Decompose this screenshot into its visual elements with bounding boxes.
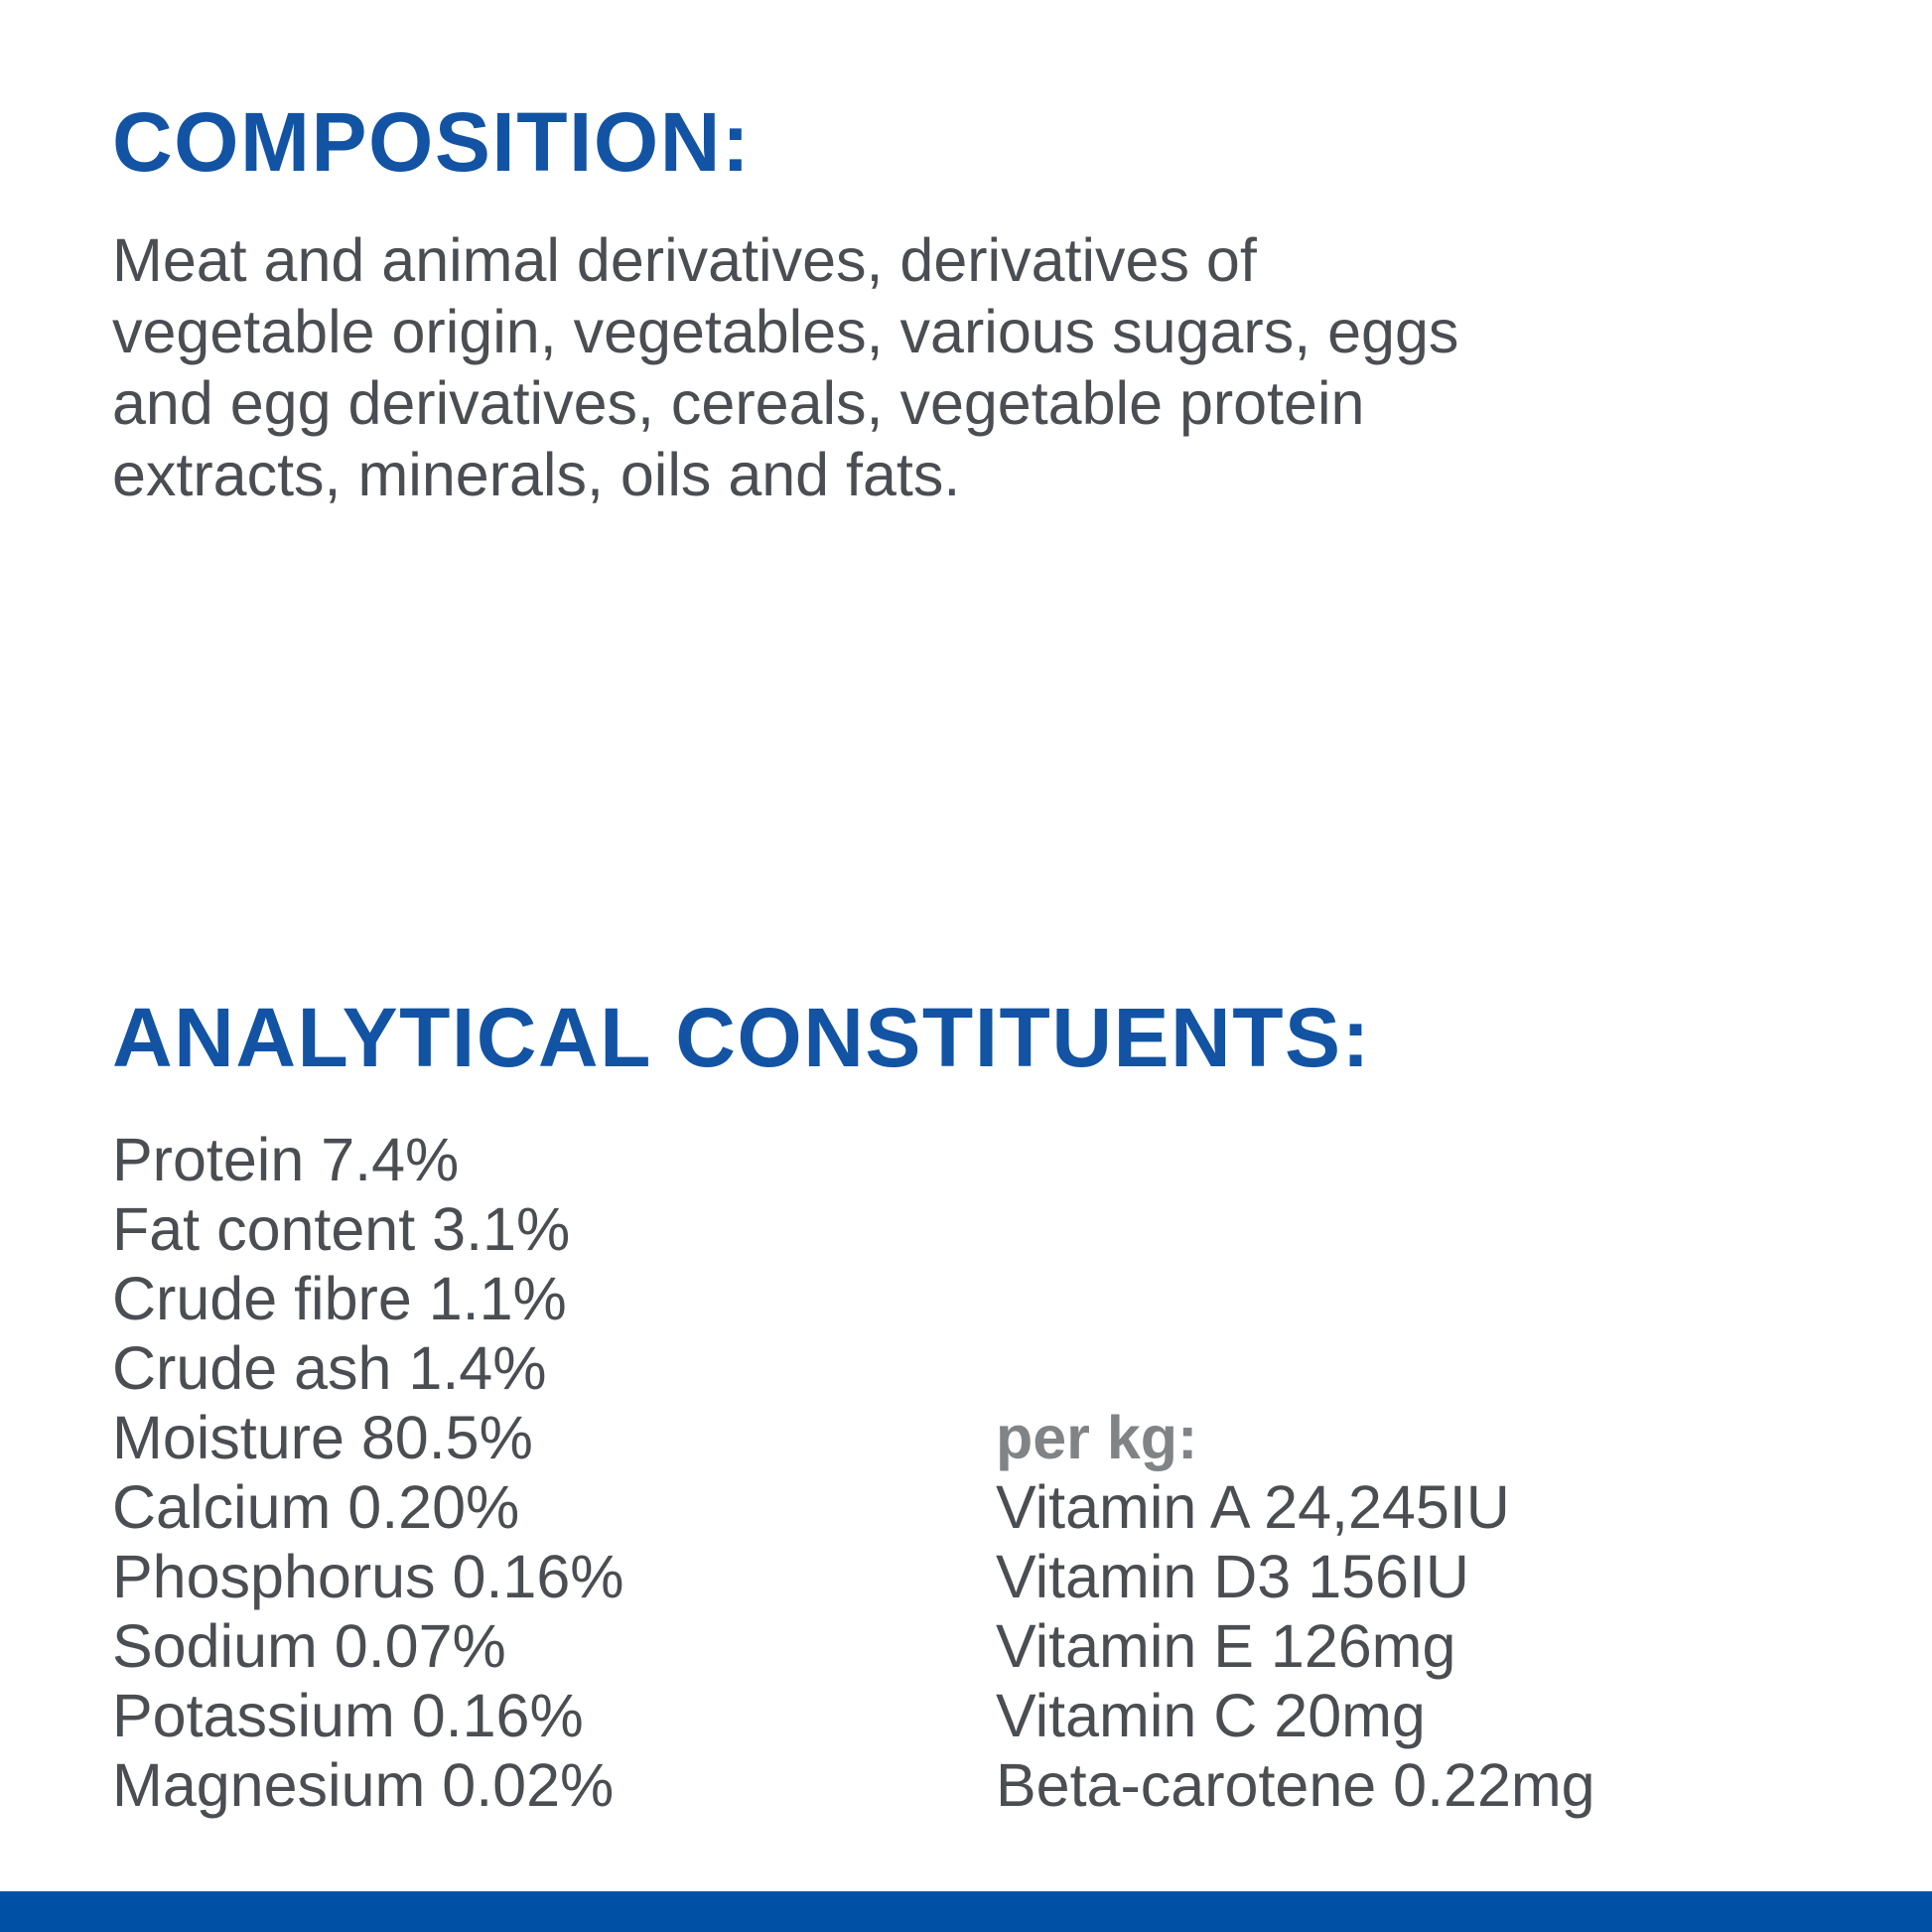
constituent-item: Calcium 0.20% <box>112 1472 623 1542</box>
per-kg-list: per kg: Vitamin A 24,245IU Vitamin D3 15… <box>996 1403 1595 1820</box>
constituent-name: Moisture <box>112 1404 345 1471</box>
constituents-list: Protein 7.4% Fat content 3.1% Crude fibr… <box>112 1125 623 1820</box>
vitamin-item: Vitamin D3 156IU <box>996 1542 1595 1611</box>
constituent-name: Magnesium <box>112 1751 426 1819</box>
bottom-accent-bar <box>0 1891 1932 1932</box>
vitamin-item: Vitamin C 20mg <box>996 1681 1595 1750</box>
constituent-value: 80.5% <box>360 1404 533 1471</box>
constituent-name: Sodium <box>112 1612 318 1680</box>
constituent-item: Potassium 0.16% <box>112 1681 623 1750</box>
vitamin-name: Vitamin C <box>996 1682 1258 1749</box>
composition-text: Meat and animal derivatives, derivatives… <box>112 226 1459 508</box>
constituent-name: Calcium <box>112 1473 332 1541</box>
constituent-name: Crude fibre <box>112 1265 412 1332</box>
per-kg-heading: per kg: <box>996 1404 1198 1471</box>
constituent-name: Phosphorus <box>112 1543 436 1610</box>
constituent-item: Phosphorus 0.16% <box>112 1542 623 1611</box>
constituent-item: Moisture 80.5% <box>112 1403 623 1472</box>
constituent-value: 0.16% <box>411 1682 584 1749</box>
constituent-item: Sodium 0.07% <box>112 1611 623 1681</box>
constituent-item: Protein 7.4% <box>112 1125 623 1194</box>
constituent-item: Magnesium 0.02% <box>112 1750 623 1820</box>
vitamin-name: Vitamin E <box>996 1612 1254 1680</box>
constituent-name: Crude ash <box>112 1334 392 1402</box>
constituent-value: 0.07% <box>334 1612 506 1680</box>
constituent-name: Protein <box>112 1126 305 1193</box>
constituent-value: 0.16% <box>452 1543 624 1610</box>
constituent-item: Crude fibre 1.1% <box>112 1264 623 1333</box>
constituent-value: 0.20% <box>347 1473 520 1541</box>
constituent-value: 0.02% <box>442 1751 615 1819</box>
constituent-name: Fat content <box>112 1195 416 1263</box>
vitamin-name: Vitamin A <box>996 1473 1248 1541</box>
constituent-item: Fat content 3.1% <box>112 1194 623 1264</box>
vitamin-name: Beta-carotene <box>996 1751 1377 1819</box>
constituent-value: 1.4% <box>408 1334 547 1402</box>
constituent-value: 7.4% <box>321 1126 460 1193</box>
constituent-item: Crude ash 1.4% <box>112 1333 623 1403</box>
vitamin-value: 0.22mg <box>1393 1751 1595 1819</box>
analytical-constituents-heading: ANALYTICAL CONSTITUENTS: <box>112 991 1372 1084</box>
constituent-name: Potassium <box>112 1682 395 1749</box>
constituent-value: 1.1% <box>428 1265 567 1332</box>
vitamin-value: 126mg <box>1270 1612 1456 1680</box>
vitamin-value: 24,245IU <box>1264 1473 1510 1541</box>
vitamin-name: Vitamin D3 <box>996 1543 1292 1610</box>
vitamin-item: Vitamin E 126mg <box>996 1611 1595 1681</box>
vitamin-value: 20mg <box>1274 1682 1426 1749</box>
composition-heading: COMPOSITION: <box>112 95 752 189</box>
vitamin-item: Beta-carotene 0.22mg <box>996 1750 1595 1820</box>
vitamin-item: Vitamin A 24,245IU <box>996 1472 1595 1542</box>
vitamin-value: 156IU <box>1308 1543 1469 1610</box>
constituent-value: 3.1% <box>432 1195 571 1263</box>
